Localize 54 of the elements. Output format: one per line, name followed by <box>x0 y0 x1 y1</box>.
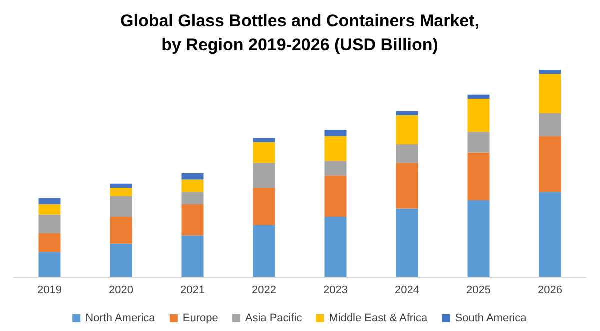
bar <box>324 130 347 136</box>
bar <box>539 113 562 136</box>
bar <box>38 204 61 215</box>
legend-label: Middle East & Africa <box>329 312 429 324</box>
bar <box>38 214 61 234</box>
bar <box>324 216 347 277</box>
chart-title: Global Glass Bottles and Containers Market, by Region 2019-2026 (USD Billion) <box>120 12 480 54</box>
bar <box>324 161 347 176</box>
legend-label: South America <box>455 312 528 324</box>
x-tick-label: 2024 <box>395 284 420 296</box>
bar <box>110 216 132 244</box>
x-tick-label: 2019 <box>38 284 62 296</box>
bar <box>110 188 132 196</box>
bar <box>396 144 418 164</box>
bar <box>182 174 204 180</box>
bar <box>468 132 490 153</box>
bar <box>182 236 204 277</box>
bar <box>539 74 562 114</box>
bar <box>324 136 347 162</box>
bar <box>253 163 276 188</box>
bar <box>396 208 418 277</box>
bar <box>253 142 276 164</box>
bar <box>468 98 490 132</box>
x-tick-label: 2025 <box>466 284 491 296</box>
x-tick-label: 2020 <box>109 284 134 296</box>
bar <box>253 188 276 226</box>
bar <box>396 116 418 145</box>
bar <box>539 136 562 192</box>
bar <box>253 138 276 142</box>
bar <box>38 252 61 277</box>
bar <box>468 94 490 99</box>
bar <box>182 192 204 205</box>
bar <box>182 180 204 192</box>
bar <box>324 176 347 217</box>
bar <box>110 244 132 277</box>
legend-label: Europe <box>182 312 218 324</box>
bar <box>38 234 61 252</box>
x-tick-label: 2021 <box>180 284 205 296</box>
legend-label: North America <box>86 312 156 324</box>
bar <box>110 196 132 217</box>
x-tick-label: 2026 <box>538 284 562 296</box>
bar <box>110 184 132 188</box>
x-tick-label: 2022 <box>252 284 276 296</box>
bar <box>539 192 562 277</box>
bar <box>182 204 204 236</box>
bar <box>468 200 490 277</box>
bar <box>468 152 490 200</box>
bar <box>396 163 418 209</box>
bar <box>396 111 418 116</box>
legend-label: Asia Pacific <box>245 312 303 324</box>
bar <box>253 225 276 277</box>
bar <box>539 70 562 74</box>
x-tick-label: 2023 <box>324 284 348 296</box>
bar <box>38 198 61 205</box>
